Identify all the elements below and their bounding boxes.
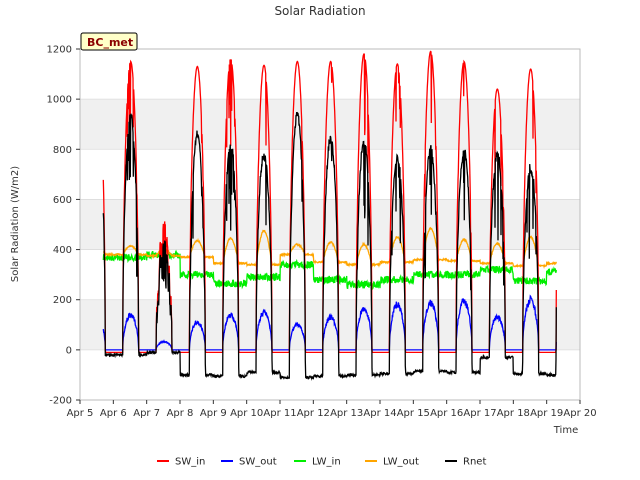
legend-item-lw-in: LW_in	[294, 457, 341, 468]
y-axis-title: Solar Radiation (W/m2)	[10, 166, 21, 282]
chart-title: Solar Radiation	[274, 4, 365, 18]
legend: SW_in SW_out LW_in LW_out Rnet	[157, 457, 486, 468]
x-tick-label: Apr 5	[67, 408, 94, 419]
legend-item-lw-out: LW_out	[365, 457, 419, 468]
x-tick-label: Apr 18	[497, 408, 530, 419]
x-tick-label: Apr 14	[363, 408, 396, 419]
station-badge: BC_met	[80, 32, 138, 51]
series-layer	[102, 50, 557, 381]
y-tick-label: 1000	[47, 95, 72, 106]
x-tick-label: Apr 8	[167, 408, 194, 419]
x-tick-label: Apr 6	[100, 408, 127, 419]
legend-item-sw-out: SW_out	[221, 457, 277, 468]
y-tick-label: 1200	[47, 45, 72, 56]
x-tick-label: Apr 17	[463, 408, 496, 419]
background-bands	[80, 99, 580, 350]
station-badge-label: BC_met	[87, 36, 133, 49]
x-tick-label: Apr 7	[133, 408, 160, 419]
x-tick-label: Apr 19	[530, 408, 563, 419]
legend-label: LW_out	[383, 457, 419, 468]
plot-frame	[79, 48, 581, 401]
x-tick-label: Apr 9	[200, 408, 227, 419]
legend-label: SW_out	[239, 457, 277, 468]
legend-item-sw-in: SW_in	[157, 457, 205, 468]
x-tick-label: Apr 16	[430, 408, 463, 419]
series-line-lw-out	[103, 226, 557, 270]
x-axis-title: Time	[553, 425, 578, 436]
x-tick-label: Apr 10	[230, 408, 263, 419]
x-tick-label: Apr 11	[263, 408, 296, 419]
y-tick-label: -200	[49, 396, 72, 407]
legend-label: LW_in	[312, 457, 341, 468]
legend-item-rnet: Rnet	[445, 457, 486, 468]
y-tick-label: 0	[66, 345, 72, 356]
x-tick-label: Apr 13	[330, 408, 363, 419]
series-line-lw-in	[102, 249, 557, 290]
series-line-rnet	[102, 111, 557, 381]
x-tick-label: Apr 15	[397, 408, 430, 419]
y-tick-label: 800	[53, 145, 72, 156]
y-tick-label: 400	[53, 245, 72, 256]
x-tick-label: Apr 20	[563, 408, 596, 419]
legend-label: Rnet	[463, 457, 486, 468]
y-tick-label: 600	[53, 195, 72, 206]
axes: -200 0 200 400 600 800 1000 1200 Apr 5 Apr 6 Apr 7…	[47, 45, 597, 420]
legend-label: SW_in	[175, 457, 205, 468]
x-tick-label: Apr 12	[297, 408, 330, 419]
y-tick-label: 200	[53, 295, 72, 306]
